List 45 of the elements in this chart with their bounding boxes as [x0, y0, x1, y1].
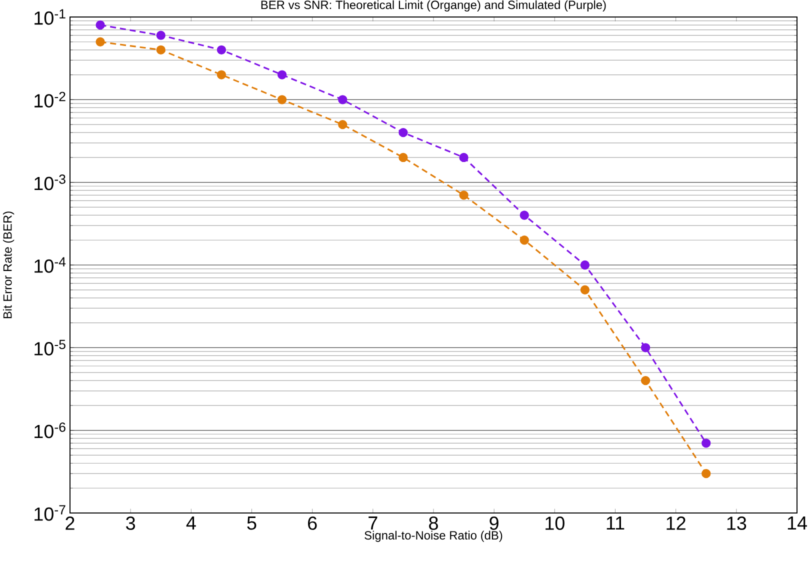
point	[459, 190, 468, 200]
x-tick-label: 11	[606, 516, 624, 530]
point	[96, 37, 105, 46]
x-axis-title: Signal-to-Noise Ratio (dB)	[364, 530, 502, 542]
y-tick-label: 10$^{-7}$	[34, 505, 66, 521]
x-tick-label: 12	[666, 516, 686, 530]
point	[216, 70, 226, 80]
point	[338, 120, 348, 130]
point	[156, 30, 166, 40]
y-tick-label: 10$^{-2}$	[34, 92, 66, 108]
point	[398, 128, 408, 138]
point	[580, 260, 590, 270]
x-tick-label: 6	[308, 516, 317, 530]
point	[398, 152, 408, 162]
point	[156, 45, 166, 54]
chart-title: BER vs SNR: Theoretical Limit (Organge) and Simulated (Purple)	[261, 0, 606, 12]
point	[216, 45, 226, 54]
y-tick-label: 10$^{-4}$	[34, 257, 66, 273]
x-tick-label: 3	[126, 516, 136, 530]
x-tick-label: 8	[429, 516, 438, 530]
y-tick-label: 10$^{-3}$	[34, 174, 66, 190]
point	[520, 210, 529, 220]
point	[640, 376, 650, 386]
point	[459, 152, 468, 162]
x-tick-label: 14	[788, 516, 807, 530]
x-tick-label: 13	[727, 516, 746, 530]
point	[277, 95, 287, 104]
y-axis-title: Bit Error Rate (BER)	[3, 212, 14, 318]
y-tick-label: 10$^{-5}$	[34, 340, 66, 356]
point	[520, 236, 529, 245]
point	[640, 343, 650, 352]
x-tick-label: 10	[546, 516, 564, 530]
x-tick-label: 9	[490, 516, 498, 530]
x-tick-label: 5	[247, 516, 256, 530]
point	[580, 285, 590, 294]
point	[702, 468, 711, 478]
x-tick-label: 4	[186, 516, 196, 530]
x-tick-label: 7	[368, 516, 378, 530]
y-tick-label: 10$^{-6}$	[34, 422, 66, 438]
x-tick-label: 2	[66, 516, 74, 530]
y-tick-label: 10$^{-1}$	[34, 9, 66, 25]
point	[338, 95, 348, 104]
point	[277, 70, 287, 80]
point	[96, 20, 105, 30]
point	[702, 438, 711, 448]
